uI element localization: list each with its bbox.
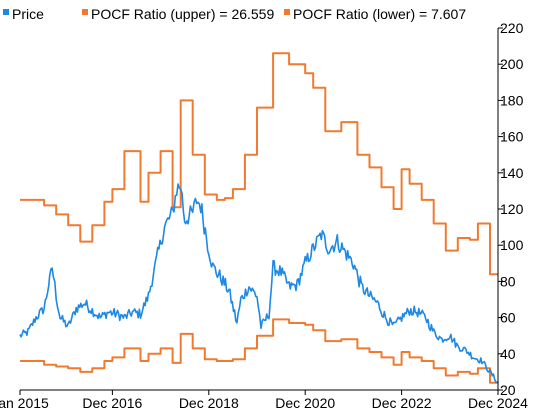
x-tick-label: Dec 2020 bbox=[275, 395, 335, 411]
series-line-2 bbox=[19, 183, 499, 384]
series-layer bbox=[19, 52, 499, 384]
x-tick-label: Dec 2018 bbox=[179, 395, 239, 411]
series-line-0 bbox=[20, 52, 498, 276]
legend: Price POCF Ratio (upper) = 26.559 POCF Rat… bbox=[3, 6, 466, 22]
y-tick-label: 120 bbox=[500, 201, 524, 217]
legend-swatch bbox=[3, 9, 9, 15]
legend-label: POCF Ratio (upper) = 26.559 bbox=[91, 6, 274, 22]
y-tick-label: 220 bbox=[500, 20, 524, 36]
legend-label: POCF Ratio (lower) = 7.607 bbox=[293, 6, 466, 22]
y-tick-label: 140 bbox=[500, 165, 524, 181]
y-tick-label: 80 bbox=[500, 273, 516, 289]
y-tick-label: 60 bbox=[500, 310, 516, 326]
legend-swatch bbox=[82, 9, 88, 15]
y-tick-label: 100 bbox=[500, 237, 524, 253]
y-tick-label: 200 bbox=[500, 56, 524, 72]
x-tick-label: Dec 2022 bbox=[372, 395, 432, 411]
axes: 20 40 60 80 100 120 140 160 180 200 220 Jan 2015 Dec… bbox=[0, 20, 528, 411]
x-tick-label: Dec 2016 bbox=[82, 395, 142, 411]
series-line-1 bbox=[20, 318, 498, 384]
legend-label: Price bbox=[12, 6, 44, 22]
legend-swatch bbox=[284, 9, 290, 15]
x-tick-label: Jan 2015 bbox=[0, 395, 49, 411]
y-tick-label: 160 bbox=[500, 129, 524, 145]
y-tick-label: 20 bbox=[500, 382, 516, 398]
y-tick-label: 40 bbox=[500, 346, 516, 362]
y-tick-label: 180 bbox=[500, 92, 524, 108]
x-tick-label: Dec 2024 bbox=[468, 395, 528, 411]
